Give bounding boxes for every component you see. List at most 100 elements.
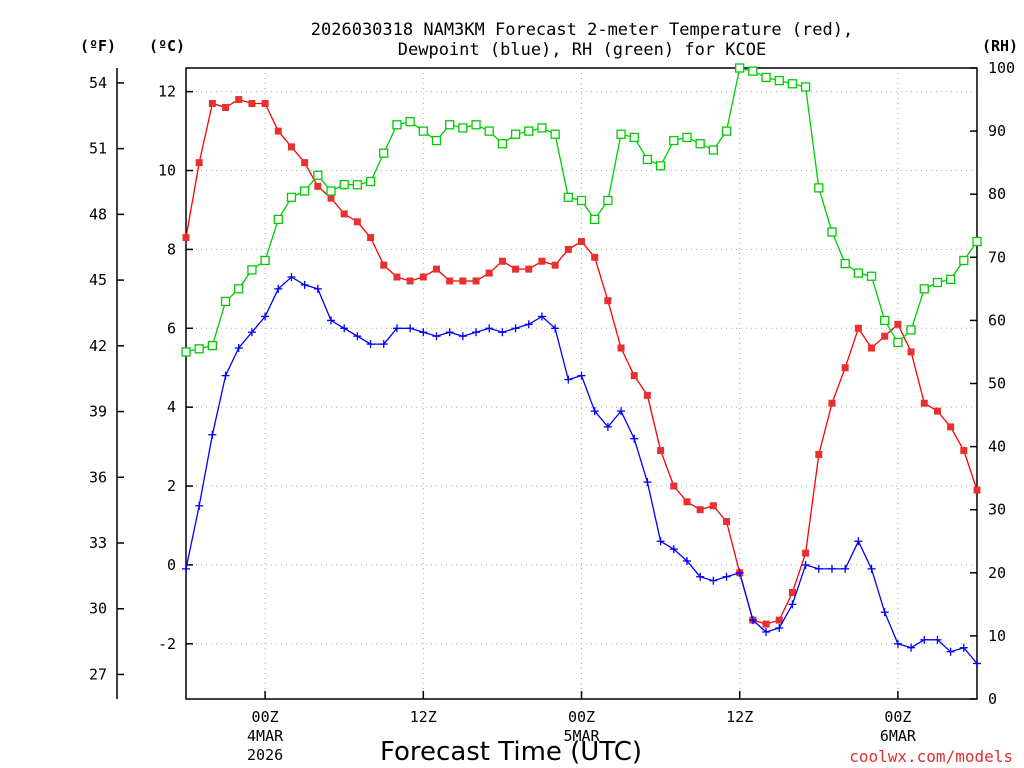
rh-point — [959, 255, 969, 266]
temperature-point — [564, 245, 572, 253]
fahrenheit-tick-label: 54 — [89, 74, 107, 92]
dewpoint-point — [630, 434, 639, 443]
temperature-point — [947, 423, 955, 431]
rh-point — [774, 75, 784, 86]
dewpoint-point — [221, 371, 230, 380]
temperature-point — [182, 234, 190, 242]
dewpoint-point — [959, 643, 968, 652]
fahrenheit-tick-label: 33 — [89, 534, 107, 552]
temperature-point — [551, 261, 559, 269]
temperature-point — [274, 127, 282, 135]
rh-point — [866, 271, 877, 281]
fahrenheit-tick-label: 42 — [89, 337, 107, 355]
rh-tick-label: 40 — [988, 438, 1006, 456]
temperature-point — [287, 143, 295, 151]
time-tick-year: 2026 — [247, 746, 283, 764]
rh-point — [787, 79, 798, 89]
dewpoint-point — [775, 624, 784, 633]
time-tick-date: 6MAR — [880, 727, 917, 745]
time-tick-date: 5MAR — [563, 727, 600, 745]
dewpoint-point — [208, 430, 217, 439]
temperature-point — [235, 96, 243, 104]
dewpoint-point — [748, 616, 757, 625]
rh-tick-label: 10 — [988, 627, 1006, 645]
data-series — [181, 63, 982, 668]
dewpoint-point — [933, 635, 942, 644]
rh-point — [590, 214, 600, 225]
temperature-point — [907, 348, 915, 356]
rh-point — [510, 129, 521, 139]
temperature-point — [314, 182, 322, 190]
time-tick-label: 00Z — [884, 708, 911, 726]
rh-point — [313, 170, 323, 180]
dewpoint-point — [551, 324, 560, 333]
time-tick-label: 12Z — [726, 708, 753, 726]
rh-ticks: 0 10 20 30 40 50 60 70 80 90 100 — [970, 59, 1015, 708]
temperature-point — [367, 234, 375, 242]
rh-tick-label: 70 — [988, 248, 1006, 266]
temperature-point — [723, 518, 731, 526]
time-tick-date: 4MAR — [247, 727, 284, 745]
dewpoint-point — [485, 324, 494, 333]
dewpoint-point — [234, 344, 243, 353]
fahrenheit-tick-label: 39 — [89, 403, 107, 421]
time-tick-label: 12Z — [410, 708, 437, 726]
temperature-point — [894, 320, 902, 328]
temperature-point — [617, 344, 625, 352]
dewpoint-point — [300, 280, 309, 289]
time-tick-label: 00Z — [252, 708, 279, 726]
rh-point — [550, 129, 560, 139]
celsius-tick-label: 2 — [167, 477, 176, 495]
rh-point — [919, 284, 929, 294]
rh-point — [194, 344, 204, 354]
rh-point — [800, 82, 811, 92]
temperature-point — [788, 589, 796, 597]
rh-point — [893, 337, 903, 348]
rh-point — [932, 277, 943, 288]
dewpoint-point — [498, 328, 507, 337]
credit-text: coolwx.com/models — [849, 747, 1013, 766]
dewpoint-point — [353, 332, 362, 341]
rh-point — [537, 123, 547, 133]
dewpoint-point — [247, 328, 256, 337]
temperature-point — [657, 447, 665, 455]
rh-point — [418, 126, 428, 136]
dewpoint-point — [656, 537, 665, 546]
rh-point — [326, 186, 336, 196]
rh-point — [576, 195, 587, 206]
temperature-point — [775, 616, 783, 624]
rh-point — [629, 132, 639, 143]
rh-point — [299, 186, 310, 196]
celsius-tick-label: 8 — [167, 240, 176, 258]
rh-point — [642, 154, 653, 165]
temperature-point — [591, 253, 599, 261]
temperature-point — [353, 218, 361, 226]
dewpoint-point — [617, 407, 626, 416]
dewpoint-point — [261, 312, 270, 321]
rh-point — [181, 347, 191, 357]
temperature-point — [432, 265, 440, 273]
rh-point — [247, 265, 257, 275]
chart-title-line2: Dewpoint (blue), RH (green) for KCOE — [398, 40, 766, 60]
grid-lines — [186, 68, 977, 699]
rh-tick-label: 100 — [988, 59, 1015, 77]
rh-point — [234, 284, 244, 294]
temperature-series — [182, 96, 981, 628]
temperature-point — [301, 159, 309, 167]
rh-tick-label: 30 — [988, 501, 1006, 519]
dewpoint-series — [182, 273, 981, 668]
rh-point — [352, 180, 363, 190]
rh-point — [524, 126, 534, 136]
rh-point — [708, 145, 718, 155]
temperature-point — [802, 549, 810, 557]
temperature-point — [498, 257, 506, 265]
rh-point — [273, 214, 283, 225]
dewpoint-line — [185, 276, 978, 664]
temperature-point — [762, 620, 770, 628]
dewpoint-point — [880, 608, 889, 617]
temperature-point — [841, 364, 849, 372]
dewpoint-point — [814, 564, 823, 573]
dewpoint-point — [577, 371, 586, 380]
celsius-tick-label: 0 — [167, 556, 176, 574]
